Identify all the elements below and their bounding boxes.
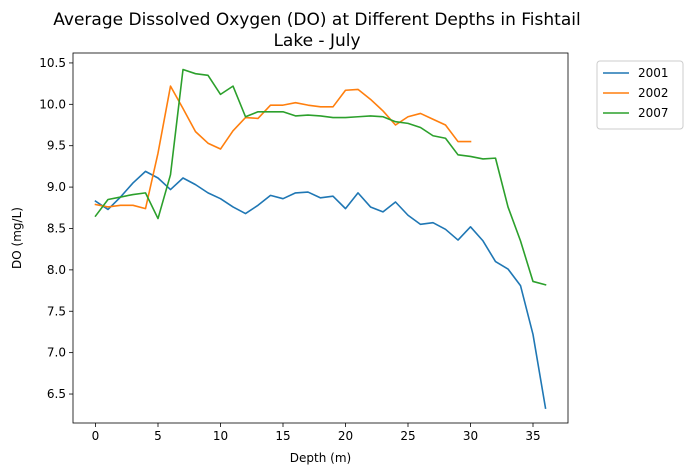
x-axis-label: Depth (m) <box>290 451 351 465</box>
series-line-2002 <box>94 85 472 210</box>
y-tick-label: 8.0 <box>47 263 66 277</box>
series-line-2001 <box>94 170 547 410</box>
x-axis-ticks: 0 5 10 15 20 25 30 35 <box>92 423 541 443</box>
y-tick-label: 8.5 <box>47 221 66 235</box>
plot-area-frame <box>72 52 569 424</box>
y-axis-ticks: 6.5 7.0 7.5 8.0 8.5 9.0 9.5 10.0 10.5 <box>39 56 73 401</box>
legend: 2001 2002 2007 <box>596 60 684 130</box>
y-tick-label: 7.5 <box>47 304 66 318</box>
x-tick-label: 25 <box>400 429 415 443</box>
chart-title-line-2: Lake - July <box>273 31 360 51</box>
plot-lines <box>94 68 547 410</box>
chart-title: Average Dissolved Oxygen (DO) at Differe… <box>53 10 580 51</box>
x-tick-label: 5 <box>154 429 162 443</box>
x-tick-label: 30 <box>463 429 478 443</box>
x-tick-label: 0 <box>92 429 100 443</box>
y-axis-label: DO (mg/L) <box>10 207 24 269</box>
y-tick-label: 9.0 <box>47 180 66 194</box>
x-tick-label: 35 <box>525 429 540 443</box>
legend-label-2007: 2007 <box>638 106 669 120</box>
y-tick-label: 10.5 <box>39 56 66 70</box>
y-tick-label: 6.5 <box>47 387 66 401</box>
y-tick-label: 9.5 <box>47 139 66 153</box>
x-tick-label: 15 <box>275 429 290 443</box>
x-tick-label: 10 <box>213 429 228 443</box>
legend-box <box>596 60 684 130</box>
series-line-2007 <box>94 68 547 286</box>
y-tick-label: 10.0 <box>39 97 66 111</box>
legend-label-2001: 2001 <box>638 66 669 80</box>
legend-label-2002: 2002 <box>638 86 669 100</box>
x-tick-label: 20 <box>338 429 353 443</box>
chart-title-line-1: Average Dissolved Oxygen (DO) at Differe… <box>53 10 580 30</box>
y-tick-label: 7.0 <box>47 346 66 360</box>
